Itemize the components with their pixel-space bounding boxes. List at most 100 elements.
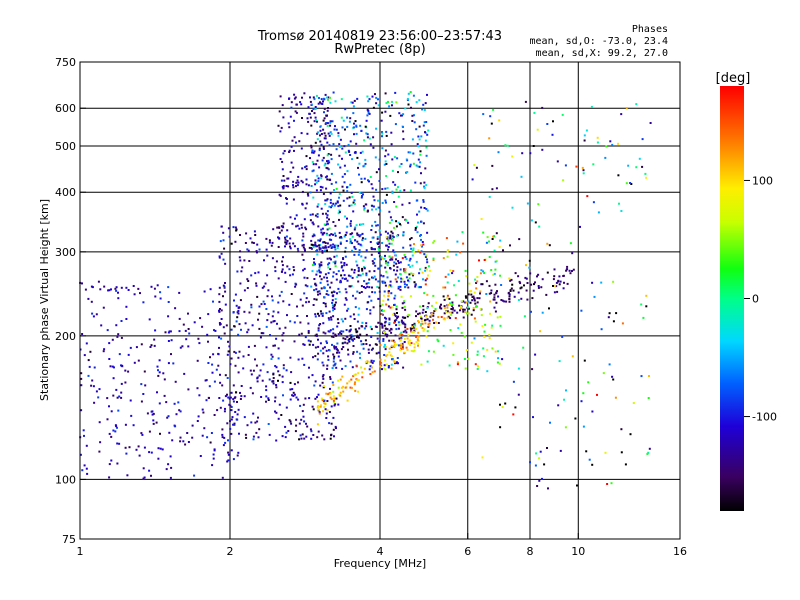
data-point [313,384,316,387]
data-point [417,249,420,252]
data-point [398,112,401,115]
data-point [301,96,303,99]
data-point [285,241,288,244]
data-point [463,358,466,360]
data-point [186,432,189,434]
data-point [395,258,397,261]
data-point [235,229,238,232]
data-point [381,326,384,329]
data-point [152,422,155,425]
data-point [332,275,335,278]
data-point [510,278,513,281]
data-point [390,331,393,334]
data-point [625,182,628,185]
data-point [342,189,345,192]
data-point [388,221,391,224]
data-point [310,243,313,246]
data-point [526,282,529,284]
data-point [391,158,394,161]
data-point [453,309,456,312]
data-point [393,345,396,348]
data-point [483,272,486,274]
data-point [529,461,531,464]
data-point [278,193,281,196]
data-point [507,292,510,295]
data-point [291,388,294,391]
data-point [328,349,331,352]
data-point [205,399,208,402]
data-point [317,293,319,296]
data-point [525,264,527,267]
data-point [384,92,387,95]
data-point [319,275,321,278]
data-point [312,223,315,226]
data-point [612,280,615,283]
data-point [519,282,522,285]
data-point [423,186,426,189]
data-point [407,279,409,282]
data-point [271,299,274,302]
y-tick-label: 300 [55,246,76,259]
data-point [392,181,395,184]
data-point [324,93,327,96]
data-point [289,398,292,401]
data-point [401,203,404,206]
data-point [92,385,95,388]
data-point [552,278,555,281]
data-point [632,402,635,404]
data-point [307,106,310,109]
data-point [295,214,298,217]
data-point [384,262,387,265]
data-point [289,320,292,323]
data-point [482,355,485,358]
data-point [333,189,335,191]
data-point [324,273,327,276]
data-point [529,272,532,275]
data-point [368,278,371,281]
data-point [391,169,394,172]
data-point [341,157,343,160]
data-point [393,261,396,264]
data-point [344,297,347,300]
data-point [167,286,170,289]
data-point [561,113,564,116]
data-point [400,277,403,280]
data-point [369,360,372,363]
data-point [448,311,451,314]
data-point [353,245,356,248]
data-point [352,313,355,316]
data-point [239,234,241,236]
data-point [358,235,361,238]
data-point [80,377,83,380]
data-point [346,170,349,173]
data-point [591,410,594,413]
data-point [591,463,594,466]
data-point [228,403,231,406]
data-point [319,125,322,128]
data-point [377,206,380,209]
data-point [385,201,387,204]
data-point [321,434,324,437]
data-point [328,234,331,237]
data-point [419,182,422,185]
data-point [392,264,395,267]
data-point [326,242,329,245]
data-point [384,321,387,324]
data-point [201,325,204,328]
data-point [240,395,243,398]
data-point [353,337,356,340]
data-point [406,171,409,173]
data-point [511,206,514,209]
data-point [158,371,161,374]
data-point [199,455,202,457]
data-point [406,99,409,101]
data-point [376,224,379,227]
data-point [313,234,316,237]
data-point [334,298,337,300]
data-point [374,278,377,281]
data-point [257,271,260,274]
data-point [386,236,389,239]
data-point [490,269,493,271]
data-point [582,425,585,428]
data-point [437,340,440,343]
